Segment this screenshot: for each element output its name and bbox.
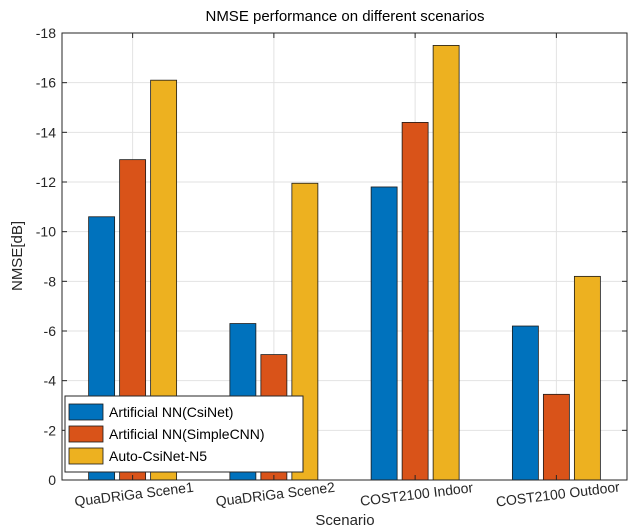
legend-box xyxy=(64,395,304,473)
legend-swatch-3 xyxy=(68,447,104,465)
y-tick-label: -16 xyxy=(36,75,56,91)
bar-2-4 xyxy=(542,393,570,481)
legend-label-2: Artificial NN(SimpleCNN) xyxy=(109,426,265,442)
legend-label-1: Artificial NN(CsiNet) xyxy=(109,404,233,420)
y-tick-label: -8 xyxy=(44,273,57,289)
bar-1-3 xyxy=(370,186,398,481)
y-tick-label: -14 xyxy=(36,124,56,140)
x-tick-label: QuaDRiGa Scene2 xyxy=(215,479,336,510)
y-tick-label: -2 xyxy=(44,422,57,438)
chart-title: NMSE performance on different scenarios xyxy=(205,8,484,25)
y-tick-label: 0 xyxy=(48,472,56,488)
x-tick-label: QuaDRiGa Scene1 xyxy=(74,479,195,510)
y-tick-label: -6 xyxy=(44,323,57,339)
y-axis-ticks: 0 -2 -4 -6 -8 -10 -12 -14 -16 -18 xyxy=(36,25,627,488)
y-tick-label: -4 xyxy=(44,373,57,389)
x-tick-label: COST2100 Indoor xyxy=(359,479,474,509)
bar-3-3 xyxy=(432,45,460,481)
legend-swatch-1 xyxy=(68,403,104,421)
legend-swatch-2 xyxy=(68,425,104,443)
legend: Artificial NN(CsiNet) Artificial NN(Simpl… xyxy=(64,395,304,473)
y-axis-title: NMSE[dB] xyxy=(9,221,26,291)
y-tick-label: -12 xyxy=(36,174,56,190)
bar-2-3 xyxy=(401,122,429,481)
bar-3-4 xyxy=(573,275,601,481)
x-tick-label: COST2100 Outdoor xyxy=(495,478,621,509)
plot-area-frame xyxy=(61,32,628,481)
legend-label-3: Auto-CsiNet-N5 xyxy=(109,448,207,464)
bar-1-4 xyxy=(511,325,539,481)
y-tick-label: -18 xyxy=(36,25,56,41)
x-axis-title: Scenario xyxy=(315,512,374,529)
y-tick-label: -10 xyxy=(36,224,56,240)
